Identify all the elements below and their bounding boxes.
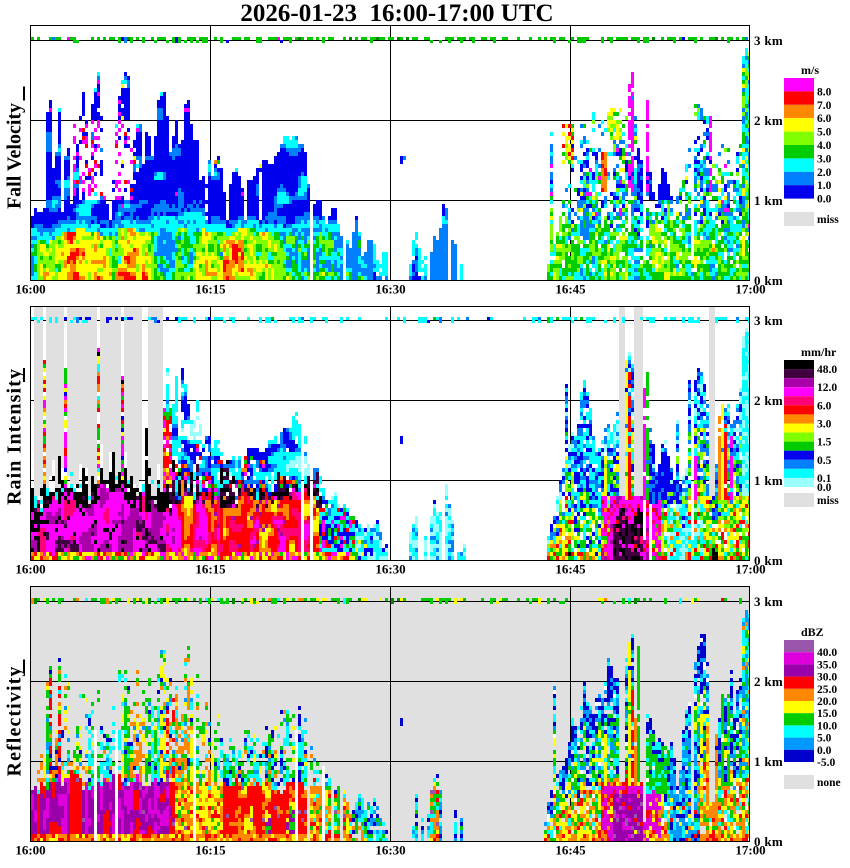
svg-text:0.0: 0.0 <box>817 482 832 494</box>
svg-text:3 km: 3 km <box>754 33 783 48</box>
svg-text:2 km: 2 km <box>754 393 783 408</box>
svg-text:3 km: 3 km <box>754 313 783 328</box>
svg-text:16:15: 16:15 <box>195 562 226 577</box>
svg-text:7.0: 7.0 <box>817 100 832 112</box>
svg-text:16:30: 16:30 <box>375 282 405 297</box>
svg-text:6.0: 6.0 <box>817 400 832 412</box>
svg-text:Fall Velocity: Fall Velocity <box>4 103 26 209</box>
svg-text:Reflectivity: Reflectivity <box>4 666 26 777</box>
svg-text:2 km: 2 km <box>754 113 783 128</box>
svg-text:16:45: 16:45 <box>555 562 586 577</box>
svg-text:17:00: 17:00 <box>735 843 765 858</box>
svg-text:17:00: 17:00 <box>735 562 765 577</box>
svg-text:3.0: 3.0 <box>817 153 832 165</box>
svg-text:16:30: 16:30 <box>375 843 405 858</box>
svg-text:48.0: 48.0 <box>817 364 837 376</box>
svg-text:40.0: 40.0 <box>817 647 837 659</box>
svg-text:miss: miss <box>817 495 839 507</box>
svg-text:6.0: 6.0 <box>817 113 832 125</box>
svg-text:4.0: 4.0 <box>817 140 832 152</box>
svg-text:0 km: 0 km <box>754 273 783 288</box>
svg-text:15.0: 15.0 <box>817 708 837 720</box>
svg-text:10.0: 10.0 <box>817 720 837 732</box>
svg-text:17:00: 17:00 <box>735 282 765 297</box>
svg-text:16:45: 16:45 <box>555 282 586 297</box>
svg-text:30.0: 30.0 <box>817 672 837 684</box>
svg-text:16:00: 16:00 <box>15 282 45 297</box>
svg-text:25.0: 25.0 <box>817 684 837 696</box>
svg-text:2.0: 2.0 <box>817 167 832 179</box>
svg-text:0.0: 0.0 <box>817 194 832 206</box>
svg-text:0.0: 0.0 <box>817 745 832 757</box>
svg-text:1 km: 1 km <box>754 754 783 769</box>
svg-text:16:15: 16:15 <box>195 843 226 858</box>
svg-text:16:45: 16:45 <box>555 843 586 858</box>
svg-text:0.1: 0.1 <box>817 473 832 485</box>
svg-text:0 km: 0 km <box>754 834 783 849</box>
svg-text:12.0: 12.0 <box>817 382 837 394</box>
svg-text:m/s: m/s <box>801 63 819 77</box>
svg-text:5.0: 5.0 <box>817 127 832 139</box>
svg-text:0.5: 0.5 <box>817 455 832 467</box>
svg-text:16:15: 16:15 <box>195 282 226 297</box>
svg-text:3 km: 3 km <box>754 594 783 609</box>
svg-text:16:00: 16:00 <box>15 562 45 577</box>
svg-text:2026-01-23 16:00-17:00 UTC: 2026-01-23 16:00-17:00 UTC <box>240 0 553 27</box>
svg-text:20.0: 20.0 <box>817 696 837 708</box>
svg-text:1.5: 1.5 <box>817 437 832 449</box>
svg-text:8.0: 8.0 <box>817 86 832 98</box>
svg-text:Rain Intensity: Rain Intensity <box>4 368 26 505</box>
svg-text:1.0: 1.0 <box>817 180 832 192</box>
svg-text:3.0: 3.0 <box>817 418 832 430</box>
svg-text:16:30: 16:30 <box>375 562 405 577</box>
svg-text:16:00: 16:00 <box>15 843 45 858</box>
svg-text:1 km: 1 km <box>754 473 783 488</box>
svg-text:1 km: 1 km <box>754 193 783 208</box>
svg-text:mm/hr: mm/hr <box>801 345 837 359</box>
svg-text:dBZ: dBZ <box>801 625 824 639</box>
svg-text:0 km: 0 km <box>754 553 783 568</box>
svg-text:2 km: 2 km <box>754 674 783 689</box>
svg-text:none: none <box>817 777 841 789</box>
svg-text:miss: miss <box>817 214 839 226</box>
svg-text:5.0: 5.0 <box>817 733 832 745</box>
svg-text:-5.0: -5.0 <box>817 757 835 769</box>
svg-text:35.0: 35.0 <box>817 659 837 671</box>
